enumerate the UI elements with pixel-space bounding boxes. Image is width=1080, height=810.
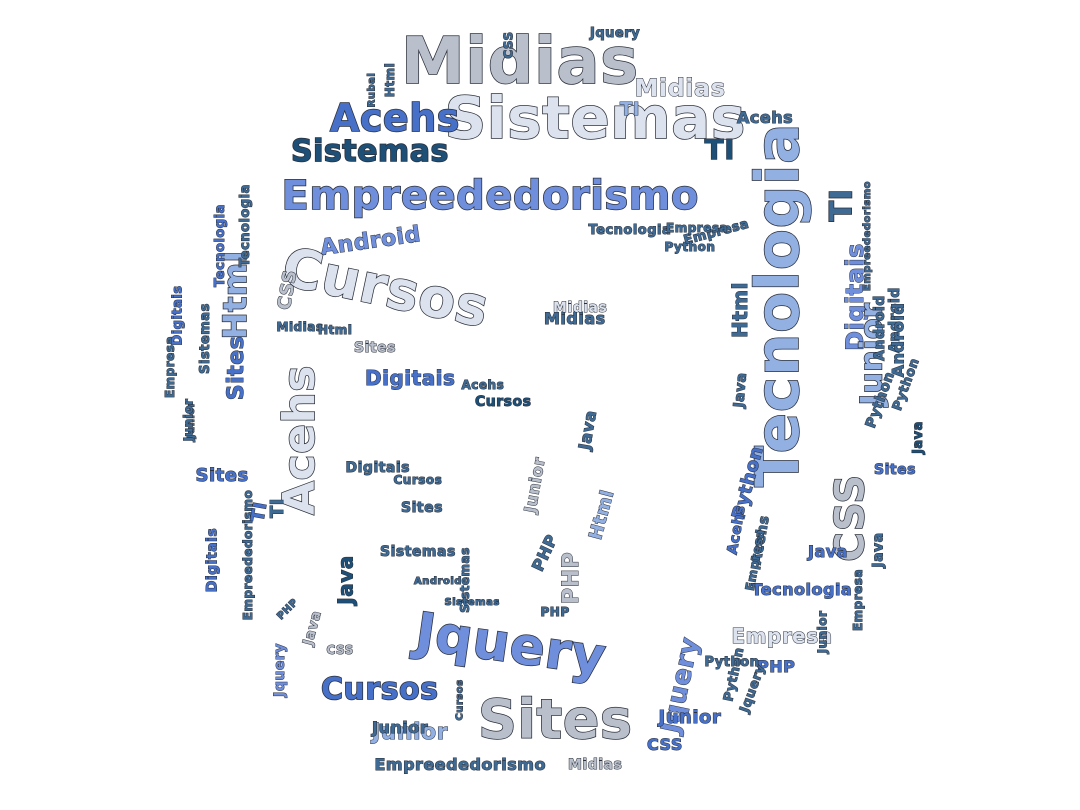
cloud-word: Midias xyxy=(400,25,639,99)
cloud-word: Sites xyxy=(477,688,633,751)
cloud-word: Junior xyxy=(180,398,195,442)
cloud-word: Empreededorismo xyxy=(861,181,873,292)
cloud-word: Html xyxy=(383,62,398,98)
cloud-word: TI xyxy=(247,500,272,524)
cloud-word: PHP xyxy=(559,551,585,605)
cloud-word: Sistemas xyxy=(290,134,449,169)
cloud-word: PHP xyxy=(540,605,570,619)
cloud-word: Midias xyxy=(567,757,623,773)
cloud-word: Empreededorismo xyxy=(281,173,699,219)
cloud-word: TI xyxy=(620,99,640,120)
cloud-word: Digitais xyxy=(345,460,411,476)
cloud-word: Sites xyxy=(195,465,249,486)
cloud-word: Acehs xyxy=(736,108,794,127)
cloud-word: Digitais xyxy=(203,527,220,593)
cloud-word: CSS xyxy=(326,643,354,657)
cloud-word: CSS xyxy=(273,268,302,312)
cloud-word: Jquery xyxy=(271,643,288,698)
cloud-word: TI xyxy=(704,133,736,166)
cloud-word: Cursos xyxy=(393,473,443,487)
cloud-word: Sites xyxy=(874,462,916,478)
cloud-word: Sites xyxy=(354,340,396,356)
cloud-word: Jquery xyxy=(589,25,641,41)
cloud-word: Tecnologia xyxy=(212,203,228,287)
cloud-word: Junior xyxy=(371,718,429,737)
cloud-word: Empresa xyxy=(665,221,729,235)
cloud-word: Cursos xyxy=(474,394,532,410)
cloud-word: Midias xyxy=(544,309,606,328)
cloud-word: Midias xyxy=(634,74,726,102)
cloud-word: PHP xyxy=(528,531,562,575)
cloud-word: Tecnologia xyxy=(237,183,253,267)
cloud-word: Tecnologia xyxy=(588,222,672,238)
cloud-word: Android xyxy=(414,576,462,587)
cloud-word: Midias xyxy=(552,300,608,316)
cloud-word: Cursos xyxy=(320,672,439,707)
cloud-word: Html xyxy=(584,487,619,543)
cloud-word: Android xyxy=(887,302,907,378)
cloud-word: Java xyxy=(730,371,750,409)
cloud-word: Java xyxy=(870,532,887,568)
cloud-word: Empreededorismo xyxy=(374,755,546,774)
cloud-word: Sites xyxy=(224,335,250,401)
cloud-word: Digitais xyxy=(364,366,456,390)
cloud-word: Sistemas xyxy=(444,84,746,152)
cloud-word: Junior xyxy=(658,707,722,728)
cloud-word: Python xyxy=(704,654,760,670)
cloud-word: PHP xyxy=(274,597,300,623)
cloud-word: Cursos xyxy=(454,679,466,721)
cloud-word: Junior xyxy=(520,455,549,515)
cloud-word: Empresa xyxy=(731,624,833,648)
cloud-word: Python xyxy=(664,240,716,254)
cloud-word: Junior xyxy=(814,610,829,654)
cloud-word: Midias xyxy=(276,320,324,334)
cloud-word: Java xyxy=(574,408,601,452)
cloud-word: TI xyxy=(266,498,288,519)
cloud-word: Html xyxy=(728,282,753,339)
cloud-word: Android xyxy=(871,295,888,362)
cloud-word: Sistemas xyxy=(444,597,500,608)
cloud-word: Tecnologia xyxy=(751,580,853,599)
cloud-word: Java xyxy=(333,555,358,605)
cloud-word: TI xyxy=(823,188,860,222)
cloud-word: Sistemas xyxy=(380,544,456,560)
cloud-word: Java xyxy=(910,420,926,454)
cloud-word: Html xyxy=(317,323,353,337)
cloud-word: PHP xyxy=(756,657,796,676)
cloud-word: Acehs xyxy=(461,378,505,392)
cloud-word: Tecnologia xyxy=(742,122,814,487)
cloud-word: Sites xyxy=(401,500,443,516)
cloud-word: Acehs xyxy=(329,96,460,140)
cloud-word: Rubal xyxy=(365,72,377,108)
cloud-word: Jquery xyxy=(411,601,610,689)
cloud-word: CSS xyxy=(501,31,516,59)
cloud-word: Sistemas xyxy=(197,302,213,374)
cloud-word: Junior xyxy=(371,720,449,745)
cloud-word: CSS xyxy=(647,735,683,754)
cloud-word: Java xyxy=(299,608,325,648)
cloud-word: Acehs xyxy=(273,364,326,516)
cloud-word: Digitais xyxy=(170,284,186,346)
cloud-word: Empresa xyxy=(851,568,866,632)
cloud-word: Java xyxy=(808,542,848,561)
